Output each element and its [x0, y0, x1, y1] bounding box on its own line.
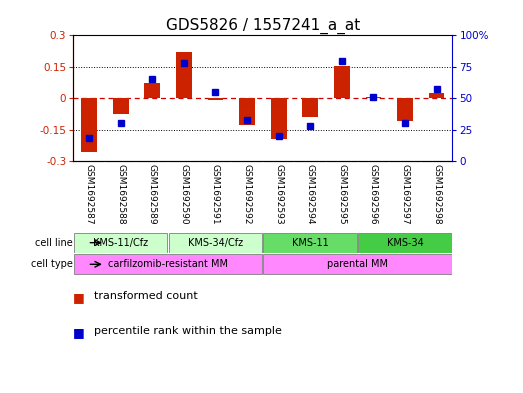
Bar	[208, 98, 223, 100]
Text: GSM1692589: GSM1692589	[147, 164, 157, 224]
Text: GSM1692594: GSM1692594	[306, 164, 315, 224]
Bar	[81, 98, 97, 152]
Bar	[113, 98, 129, 114]
Text: KMS-11/Cfz: KMS-11/Cfz	[93, 238, 148, 248]
Text: GSM1692590: GSM1692590	[179, 164, 188, 224]
Bar	[168, 233, 262, 253]
Bar	[366, 97, 381, 98]
Text: GSM1692592: GSM1692592	[243, 164, 252, 224]
Text: cell type: cell type	[31, 259, 73, 269]
Text: GSM1692595: GSM1692595	[337, 164, 346, 224]
Text: GSM1692596: GSM1692596	[369, 164, 378, 224]
Bar	[271, 98, 287, 139]
Text: percentile rank within the sample: percentile rank within the sample	[94, 326, 282, 336]
Text: KMS-34: KMS-34	[386, 238, 424, 248]
Text: GSM1692597: GSM1692597	[401, 164, 410, 224]
Bar	[74, 233, 167, 253]
Text: transformed count: transformed count	[94, 291, 198, 301]
Bar	[144, 83, 160, 98]
Bar	[264, 254, 452, 274]
Text: GSM1692591: GSM1692591	[211, 164, 220, 224]
Text: GSM1692588: GSM1692588	[116, 164, 125, 224]
Bar	[74, 254, 262, 274]
Bar	[358, 233, 452, 253]
Text: GSM1692593: GSM1692593	[274, 164, 283, 224]
Bar	[397, 98, 413, 121]
Bar	[176, 52, 192, 98]
Text: ■: ■	[73, 326, 85, 339]
Text: carfilzomib-resistant MM: carfilzomib-resistant MM	[108, 259, 228, 269]
Bar	[302, 98, 318, 117]
Bar	[429, 93, 445, 98]
Text: KMS-11: KMS-11	[292, 238, 328, 248]
Text: ■: ■	[73, 291, 85, 304]
Bar	[264, 233, 357, 253]
Text: cell line: cell line	[36, 238, 73, 248]
Text: KMS-34/Cfz: KMS-34/Cfz	[188, 238, 243, 248]
Bar	[239, 98, 255, 125]
Bar	[334, 66, 350, 98]
Text: parental MM: parental MM	[327, 259, 388, 269]
Text: GSM1692598: GSM1692598	[432, 164, 441, 224]
Title: GDS5826 / 1557241_a_at: GDS5826 / 1557241_a_at	[166, 18, 360, 34]
Text: GSM1692587: GSM1692587	[85, 164, 94, 224]
